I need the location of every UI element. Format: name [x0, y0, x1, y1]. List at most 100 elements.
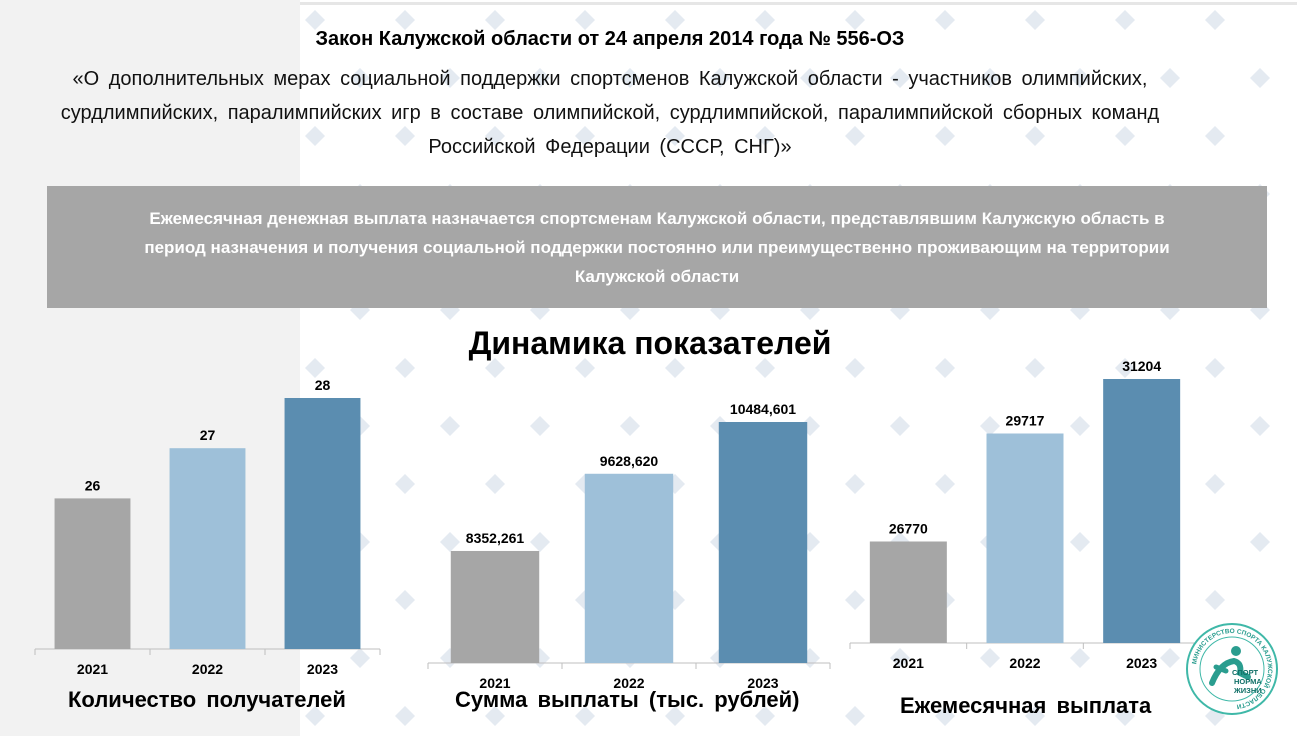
diamond-decoration — [620, 416, 640, 436]
diamond-decoration — [1115, 126, 1135, 146]
diamond-decoration — [935, 126, 955, 146]
diamond-decoration — [1115, 706, 1135, 726]
diamond-decoration — [980, 416, 1000, 436]
diamond-decoration — [845, 358, 865, 378]
data-label: 26770 — [889, 520, 928, 536]
diamond-decoration — [665, 358, 685, 378]
tick-label: 2023 — [1126, 655, 1157, 671]
diamond-decoration — [395, 10, 415, 30]
diamond-decoration — [485, 474, 505, 494]
tick-label: 2022 — [192, 661, 223, 677]
law-subtitle: «О дополнительных мерах социальной подде… — [60, 68, 1160, 158]
logo-slogan-3: ЖИЗНИ — [1233, 686, 1262, 695]
diamond-decoration — [755, 126, 775, 146]
banner-text: Ежемесячная денежная выплата назначается… — [144, 208, 1170, 286]
diamond-decoration — [755, 10, 775, 30]
data-label: 28 — [315, 377, 331, 393]
info-banner: Ежемесячная денежная выплата назначается… — [47, 186, 1267, 308]
diamond-decoration — [935, 706, 955, 726]
tick-label: 2021 — [77, 661, 108, 677]
diamond-decoration — [1205, 590, 1225, 610]
diamond-decoration — [395, 126, 415, 146]
diamond-decoration — [1115, 10, 1135, 30]
top-divider — [300, 2, 1297, 5]
diamond-decoration — [485, 126, 505, 146]
diamond-decoration — [800, 68, 820, 88]
diamond-decoration — [845, 590, 865, 610]
diamond-decoration — [845, 10, 865, 30]
law-title: Закон Калужской области от 24 апреля 201… — [315, 28, 905, 50]
tick-label: 2023 — [307, 661, 338, 677]
diamond-decoration — [440, 532, 460, 552]
diamond-decoration — [440, 68, 460, 88]
diamond-decoration — [530, 68, 550, 88]
diamond-decoration — [1070, 416, 1090, 436]
chart-title-payment-sum: Сумма выплаты (тыс. рублей) — [455, 687, 800, 712]
tick-label: 2021 — [893, 655, 924, 671]
tick-label: 2023 — [747, 675, 778, 691]
diamond-decoration — [350, 648, 370, 668]
diamond-decoration — [665, 10, 685, 30]
bar-2023 — [284, 398, 361, 649]
diamond-decoration — [980, 68, 1000, 88]
diamond-decoration — [395, 706, 415, 726]
diamond-decoration — [1250, 68, 1270, 88]
diamond-decoration — [665, 706, 685, 726]
diamond-decoration — [1205, 358, 1225, 378]
diamond-decoration — [1115, 358, 1135, 378]
diamond-decoration — [575, 358, 595, 378]
diamond-decoration — [1025, 126, 1045, 146]
chart-title-monthly-payment: Ежемесячная выплата — [900, 693, 1152, 718]
diamond-decoration — [395, 474, 415, 494]
diamond-decoration — [665, 126, 685, 146]
left-background-panel — [0, 0, 300, 736]
diamond-decoration — [755, 358, 775, 378]
tick-label: 2022 — [613, 675, 644, 691]
bar-2021 — [54, 498, 131, 649]
diamond-decoration — [1205, 474, 1225, 494]
diamond-decoration — [890, 68, 910, 88]
diamond-decoration — [1070, 648, 1090, 668]
logo-slogan-1: СПОРТ — [1232, 668, 1259, 677]
diamond-decoration — [1250, 416, 1270, 436]
data-label: 9628,620 — [600, 453, 659, 469]
diamond-decoration — [845, 706, 865, 726]
bar-2022 — [169, 448, 246, 649]
bar-2021 — [869, 541, 947, 643]
tick-label: 2022 — [1009, 655, 1040, 671]
diamond-decoration — [710, 68, 730, 88]
diamond-decoration — [575, 10, 595, 30]
tick-label: 2021 — [479, 675, 510, 691]
diamond-decoration — [1070, 532, 1090, 552]
diamond-decoration — [1025, 10, 1045, 30]
diamond-decoration — [1205, 10, 1225, 30]
data-label: 29717 — [1006, 412, 1045, 428]
diamond-decoration — [1160, 648, 1180, 668]
diamond-decoration — [935, 358, 955, 378]
diamond-decoration — [485, 358, 505, 378]
diamond-decoration — [890, 648, 910, 668]
diamond-decoration — [845, 474, 865, 494]
diamond-decoration — [1025, 358, 1045, 378]
diamond-decoration — [485, 706, 505, 726]
diamond-decoration — [440, 416, 460, 436]
bar-2021 — [450, 550, 540, 663]
diamond-decoration — [575, 706, 595, 726]
diamond-decoration — [395, 358, 415, 378]
diamond-decoration — [305, 10, 325, 30]
diamond-decoration — [305, 358, 325, 378]
diamond-decoration — [980, 648, 1000, 668]
bar-2023 — [718, 422, 808, 663]
diamond-decoration — [1205, 126, 1225, 146]
bar-2022 — [584, 473, 674, 663]
bar-2023 — [1103, 379, 1181, 643]
diamond-decoration — [620, 68, 640, 88]
diamond-decoration — [890, 416, 910, 436]
diamond-decoration — [1160, 68, 1180, 88]
logo-slogan-2: НОРМА — [1234, 677, 1262, 686]
data-label: 26 — [85, 477, 101, 493]
data-label: 8352,261 — [466, 530, 525, 546]
diamond-decoration — [305, 706, 325, 726]
chart-title-recipients: Количество получателей — [68, 687, 346, 712]
